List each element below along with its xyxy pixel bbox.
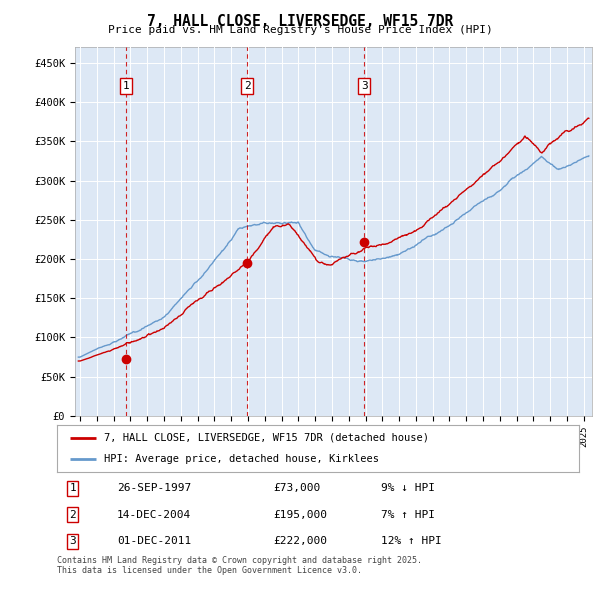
Text: 2: 2 xyxy=(244,81,251,91)
Text: Price paid vs. HM Land Registry's House Price Index (HPI): Price paid vs. HM Land Registry's House … xyxy=(107,25,493,35)
Text: 14-DEC-2004: 14-DEC-2004 xyxy=(117,510,191,520)
Text: 1: 1 xyxy=(122,81,130,91)
Text: 01-DEC-2011: 01-DEC-2011 xyxy=(117,536,191,546)
Text: 9% ↓ HPI: 9% ↓ HPI xyxy=(380,483,434,493)
Text: £73,000: £73,000 xyxy=(274,483,321,493)
Text: 26-SEP-1997: 26-SEP-1997 xyxy=(117,483,191,493)
Text: 12% ↑ HPI: 12% ↑ HPI xyxy=(380,536,442,546)
Text: £195,000: £195,000 xyxy=(274,510,328,520)
Text: 7, HALL CLOSE, LIVERSEDGE, WF15 7DR (detached house): 7, HALL CLOSE, LIVERSEDGE, WF15 7DR (det… xyxy=(104,432,429,442)
Text: 7, HALL CLOSE, LIVERSEDGE, WF15 7DR: 7, HALL CLOSE, LIVERSEDGE, WF15 7DR xyxy=(147,14,453,28)
Text: Contains HM Land Registry data © Crown copyright and database right 2025.: Contains HM Land Registry data © Crown c… xyxy=(57,556,422,565)
Text: 1: 1 xyxy=(69,483,76,493)
Text: 3: 3 xyxy=(361,81,368,91)
Text: 2: 2 xyxy=(69,510,76,520)
Text: £222,000: £222,000 xyxy=(274,536,328,546)
Text: HPI: Average price, detached house, Kirklees: HPI: Average price, detached house, Kirk… xyxy=(104,454,379,464)
Text: This data is licensed under the Open Government Licence v3.0.: This data is licensed under the Open Gov… xyxy=(57,566,362,575)
Text: 7% ↑ HPI: 7% ↑ HPI xyxy=(380,510,434,520)
Text: 3: 3 xyxy=(69,536,76,546)
